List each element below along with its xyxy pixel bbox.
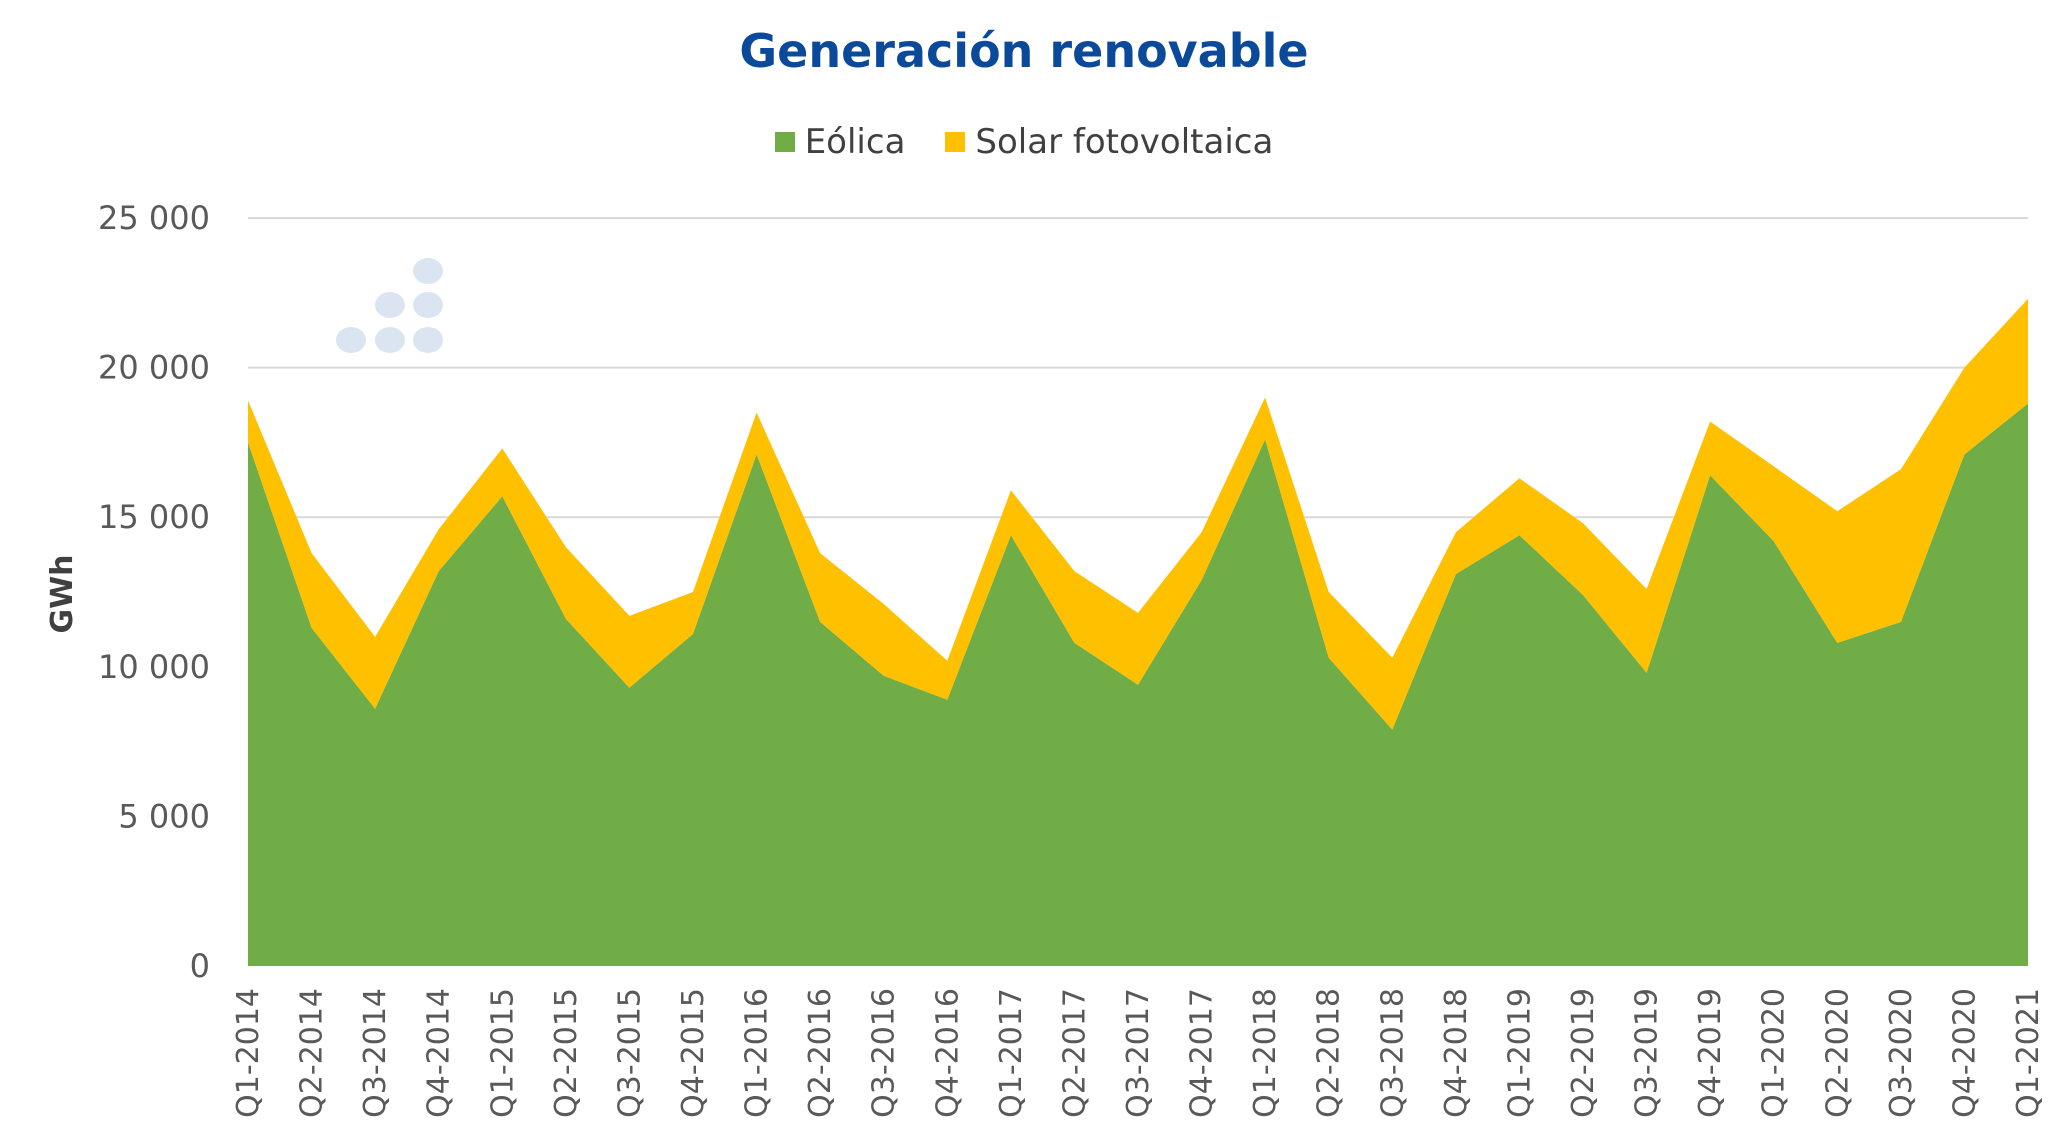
x-tick-label: Q3-2014 <box>358 988 393 1118</box>
x-tick-label: Q4-2019 <box>1693 988 1728 1118</box>
watermark-dot <box>375 292 405 318</box>
x-tick-label: Q2-2016 <box>803 988 838 1118</box>
x-tick-label: Q3-2016 <box>867 988 902 1118</box>
x-tick-label: Q2-2020 <box>1820 988 1855 1118</box>
series-area-eolica <box>248 403 2028 966</box>
watermark-dot <box>336 327 366 353</box>
x-tick-label: Q3-2020 <box>1884 988 1919 1118</box>
series-area-solar <box>248 298 2028 730</box>
x-tick-label: Q3-2019 <box>1630 988 1665 1118</box>
x-tick-label: Q1-2016 <box>740 988 775 1118</box>
x-tick-label: Q2-2015 <box>549 988 584 1118</box>
watermark-dots <box>336 258 443 353</box>
x-tick-label: Q3-2018 <box>1375 988 1410 1118</box>
x-tick-label: Q1-2015 <box>485 988 520 1118</box>
legend-label-solar: Solar fotovoltaica <box>975 122 1274 162</box>
legend-item-eolica: Eólica <box>774 122 906 162</box>
watermark-dot <box>413 258 443 284</box>
legend-swatch-solar <box>945 132 966 152</box>
x-tick-label: Q4-2018 <box>1439 988 1474 1118</box>
legend: Eólica Solar fotovoltaica <box>0 122 2048 162</box>
y-tick-label: 25 000 <box>98 199 210 237</box>
x-tick-label: Q2-2018 <box>1312 988 1347 1118</box>
x-tick-label: Q3-2017 <box>1121 988 1156 1118</box>
x-tick-label: Q4-2015 <box>676 988 711 1118</box>
x-tick-label: Q1-2019 <box>1502 988 1537 1118</box>
x-tick-label: Q3-2015 <box>612 988 647 1118</box>
y-tick-label: 0 <box>190 947 210 985</box>
x-tick-label: Q2-2014 <box>295 988 330 1118</box>
x-tick-label: Q4-2017 <box>1185 988 1220 1118</box>
x-tick-label: Q4-2016 <box>930 988 965 1118</box>
legend-item-solar: Solar fotovoltaica <box>945 122 1273 162</box>
y-tick-label: 20 000 <box>98 349 210 387</box>
x-tick-label: Q1-2020 <box>1757 988 1792 1118</box>
y-axis-title: GWh <box>45 554 80 633</box>
legend-swatch-eolica <box>774 132 795 152</box>
x-tick-label: Q2-2019 <box>1566 988 1601 1118</box>
legend-label-eolica: Eólica <box>804 122 906 162</box>
x-tick-label: Q1-2017 <box>994 988 1029 1118</box>
y-tick-label: 5 000 <box>118 797 210 835</box>
watermark-dot <box>413 292 443 318</box>
y-tick-label: 15 000 <box>98 498 210 536</box>
watermark-dot <box>413 327 443 353</box>
x-tick-label: Q1-2018 <box>1248 988 1283 1118</box>
y-tick-label: 10 000 <box>98 648 210 686</box>
watermark-dot <box>375 327 405 353</box>
x-tick-label: Q2-2017 <box>1057 988 1092 1118</box>
x-tick-label: Q1-2014 <box>231 988 266 1118</box>
chart-title: Generación renovable <box>739 24 1309 78</box>
x-tick-label: Q4-2014 <box>422 988 457 1118</box>
x-tick-label: Q4-2020 <box>1947 988 1982 1118</box>
x-tick-label: Q1-2021 <box>2011 988 2046 1118</box>
